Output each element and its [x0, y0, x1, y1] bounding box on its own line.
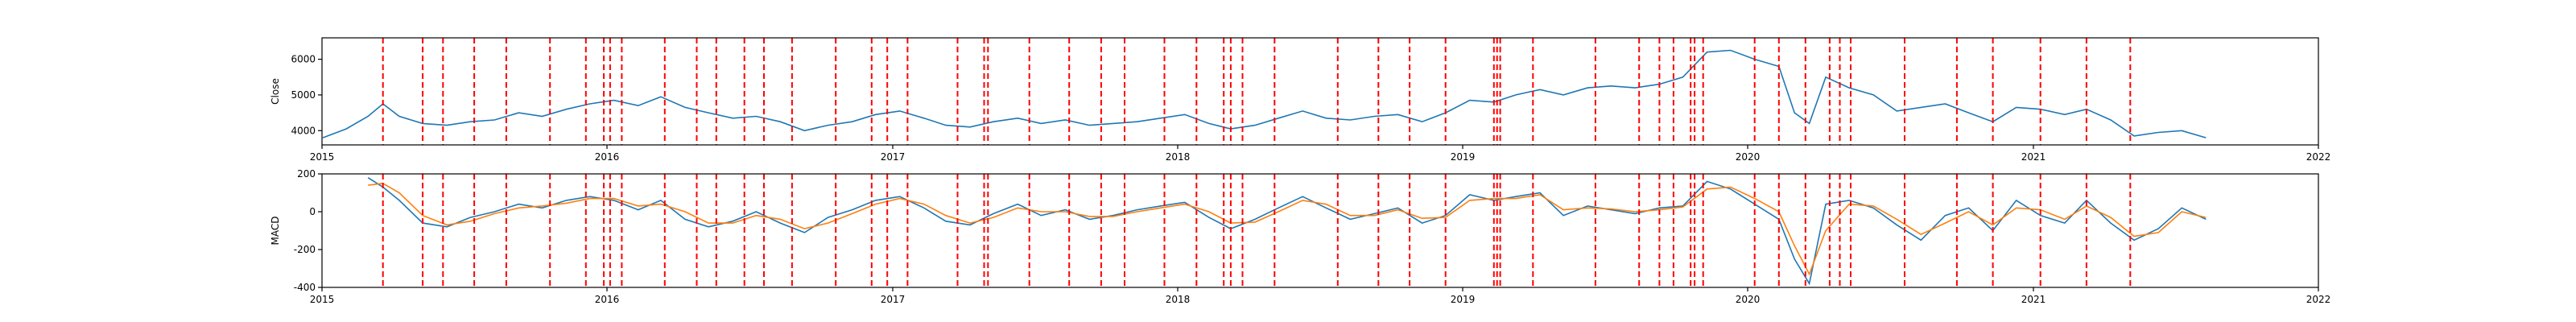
- x-tick-label: 2016: [595, 294, 620, 305]
- axes-frame: [321, 173, 2319, 288]
- y-tick-label: 4000: [291, 125, 316, 136]
- plot-area: [367, 174, 2207, 287]
- x-tick-label: 2020: [1736, 294, 1761, 305]
- y-tick-label: 5000: [291, 89, 316, 101]
- x-tick-label: 2022: [2306, 294, 2331, 305]
- series-line-1: [368, 182, 2207, 276]
- y-tick-label: -200: [294, 244, 316, 255]
- x-tick-label: 2021: [2021, 294, 2046, 305]
- y-axis-label: Close: [270, 78, 281, 105]
- x-tick-label: 2018: [1166, 294, 1191, 305]
- y-tick-label: -400: [294, 282, 316, 293]
- x-tick-label: 2018: [1166, 151, 1191, 163]
- x-tick-label: 2017: [881, 294, 906, 305]
- axes-frame: [321, 37, 2319, 146]
- x-tick-label: 2019: [1451, 151, 1476, 163]
- y-tick-label: 200: [297, 168, 316, 180]
- x-tick-label: 2019: [1451, 294, 1476, 305]
- x-tick-label: 2021: [2021, 151, 2046, 163]
- y-tick-label: 6000: [291, 54, 316, 65]
- x-tick-label: 2017: [881, 151, 906, 163]
- x-tick-label: 2015: [310, 294, 335, 305]
- close-price-panel: 2015 2016 2017 2018 2019 2020 2021 2022 4000 5000…: [270, 37, 2331, 163]
- macd-panel: 2015 2016 2017 2018 2019 2020 2021 2022 -400 -200…: [270, 168, 2330, 305]
- y-tick-label: 0: [309, 206, 316, 217]
- series-line-0: [322, 49, 2207, 138]
- x-tick-label: 2015: [310, 151, 335, 163]
- x-tick-label: 2016: [595, 151, 620, 163]
- y-axis-label: MACD: [270, 217, 281, 246]
- x-tick-label: 2020: [1736, 151, 1761, 163]
- x-tick-label: 2022: [2306, 151, 2331, 163]
- plot-area: [322, 38, 2207, 145]
